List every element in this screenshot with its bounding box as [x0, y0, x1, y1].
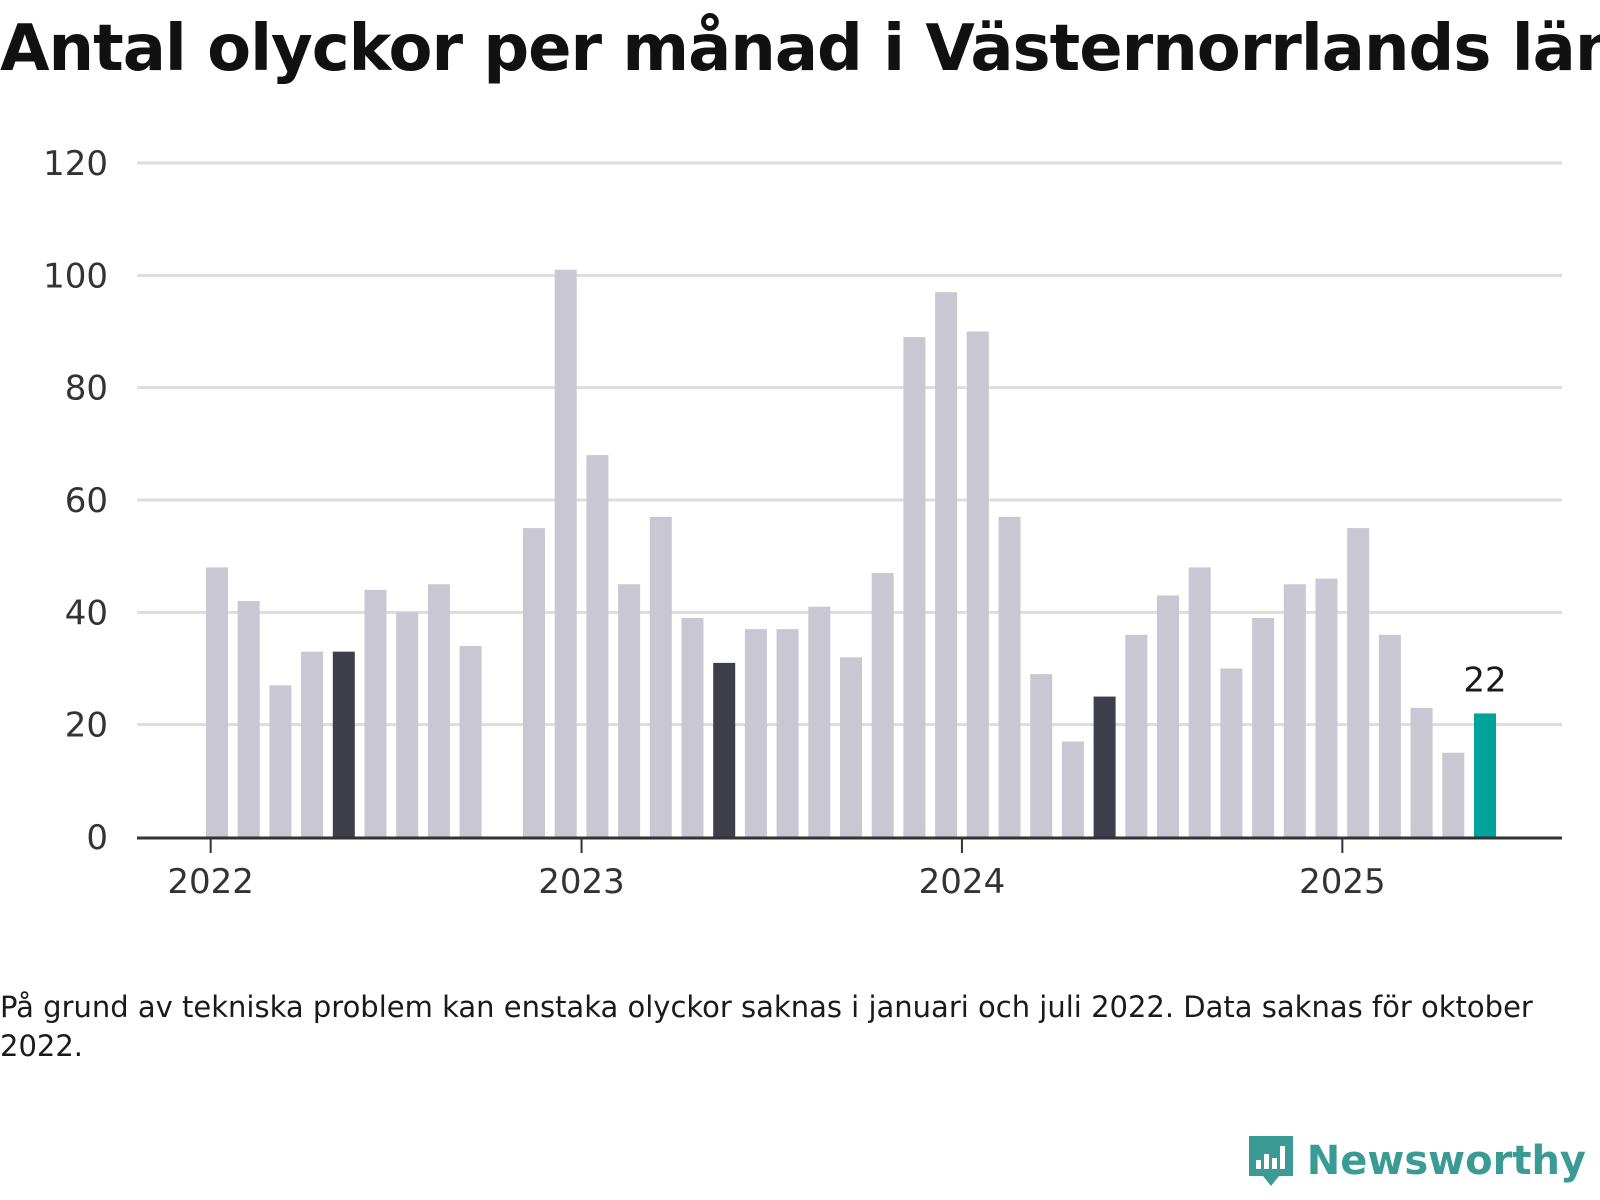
bar-2022-08 [427, 584, 450, 837]
bar-2024-08 [1188, 567, 1211, 837]
bar-2023-09 [840, 657, 862, 837]
bar-2023-10 [871, 573, 894, 837]
brand-logo: Newsworthy [1245, 1132, 1586, 1190]
newsworthy-logo-icon [1248, 1136, 1293, 1186]
bar-2024-05 [1093, 696, 1116, 837]
bar-2024-02 [998, 516, 1021, 837]
latest-value-label: 22 [1463, 660, 1506, 700]
bar-2023-03 [649, 516, 672, 837]
bar-2023-11 [903, 337, 926, 837]
y-tick-label: 40 [65, 593, 108, 633]
bar-2022-11 [523, 528, 545, 837]
bar-2023-07 [776, 629, 799, 837]
bar-2025-02 [1378, 634, 1401, 837]
bar-2025-01 [1347, 528, 1370, 837]
bar-chart: 0 20 40 60 80 100 120 2022 2023 2024 2025 22 [43, 144, 1562, 902]
y-tick-label: 0 [86, 818, 108, 858]
bar-2022-06 [364, 589, 387, 837]
bar-2022-12 [554, 269, 577, 837]
bar-2022-02 [237, 601, 260, 837]
bar-2024-12 [1315, 578, 1338, 837]
bar-2023-12 [935, 292, 958, 837]
bar-2023-08 [808, 606, 831, 837]
bar-2023-06 [744, 629, 767, 837]
brand-name: Newsworthy [1306, 1138, 1586, 1184]
bar-2023-04 [681, 617, 704, 837]
x-tick-label: 2023 [538, 862, 625, 902]
bar-2024-03 [1030, 674, 1053, 837]
bar-2024-01 [966, 331, 989, 837]
y-tick-label: 100 [43, 256, 108, 296]
bar-2022-04 [301, 651, 324, 837]
bar-2023-05 [713, 662, 736, 837]
bar-2024-06 [1125, 634, 1148, 837]
bar-2024-11 [1283, 584, 1306, 837]
bar-2023-01 [586, 455, 609, 837]
bar-2023-02 [618, 584, 641, 837]
x-tick-label: 2022 [167, 862, 254, 902]
bar-2022-03 [269, 685, 292, 837]
y-tick-label: 60 [65, 481, 108, 521]
bar-2025-03 [1410, 707, 1433, 837]
bar-2024-04 [1061, 741, 1084, 837]
value-labels: 22 [1463, 660, 1506, 700]
bar-2022-05 [332, 651, 355, 837]
y-tick-label: 120 [43, 144, 108, 184]
x-tick-label: 2025 [1299, 862, 1386, 902]
bar-2022-01 [206, 567, 228, 837]
y-tick-label: 20 [65, 706, 108, 746]
bar-2025-04 [1442, 752, 1465, 837]
bar-2025-05 [1474, 713, 1496, 837]
axes: 0 20 40 60 80 100 120 2022 2023 2024 2025 [43, 144, 1562, 902]
footnote: På grund av tekniska problem kan enstaka… [0, 990, 1533, 1063]
bar-2024-09 [1220, 668, 1243, 837]
bar-2024-10 [1252, 617, 1275, 837]
bar-2022-07 [396, 612, 419, 837]
bars [206, 269, 1496, 837]
bar-2024-07 [1157, 595, 1179, 837]
y-tick-label: 80 [65, 369, 108, 409]
bar-2022-09 [459, 646, 482, 837]
x-tick-label: 2024 [919, 862, 1006, 902]
chart-title: Antal olyckor per månad i Västernorrland… [0, 12, 1600, 86]
